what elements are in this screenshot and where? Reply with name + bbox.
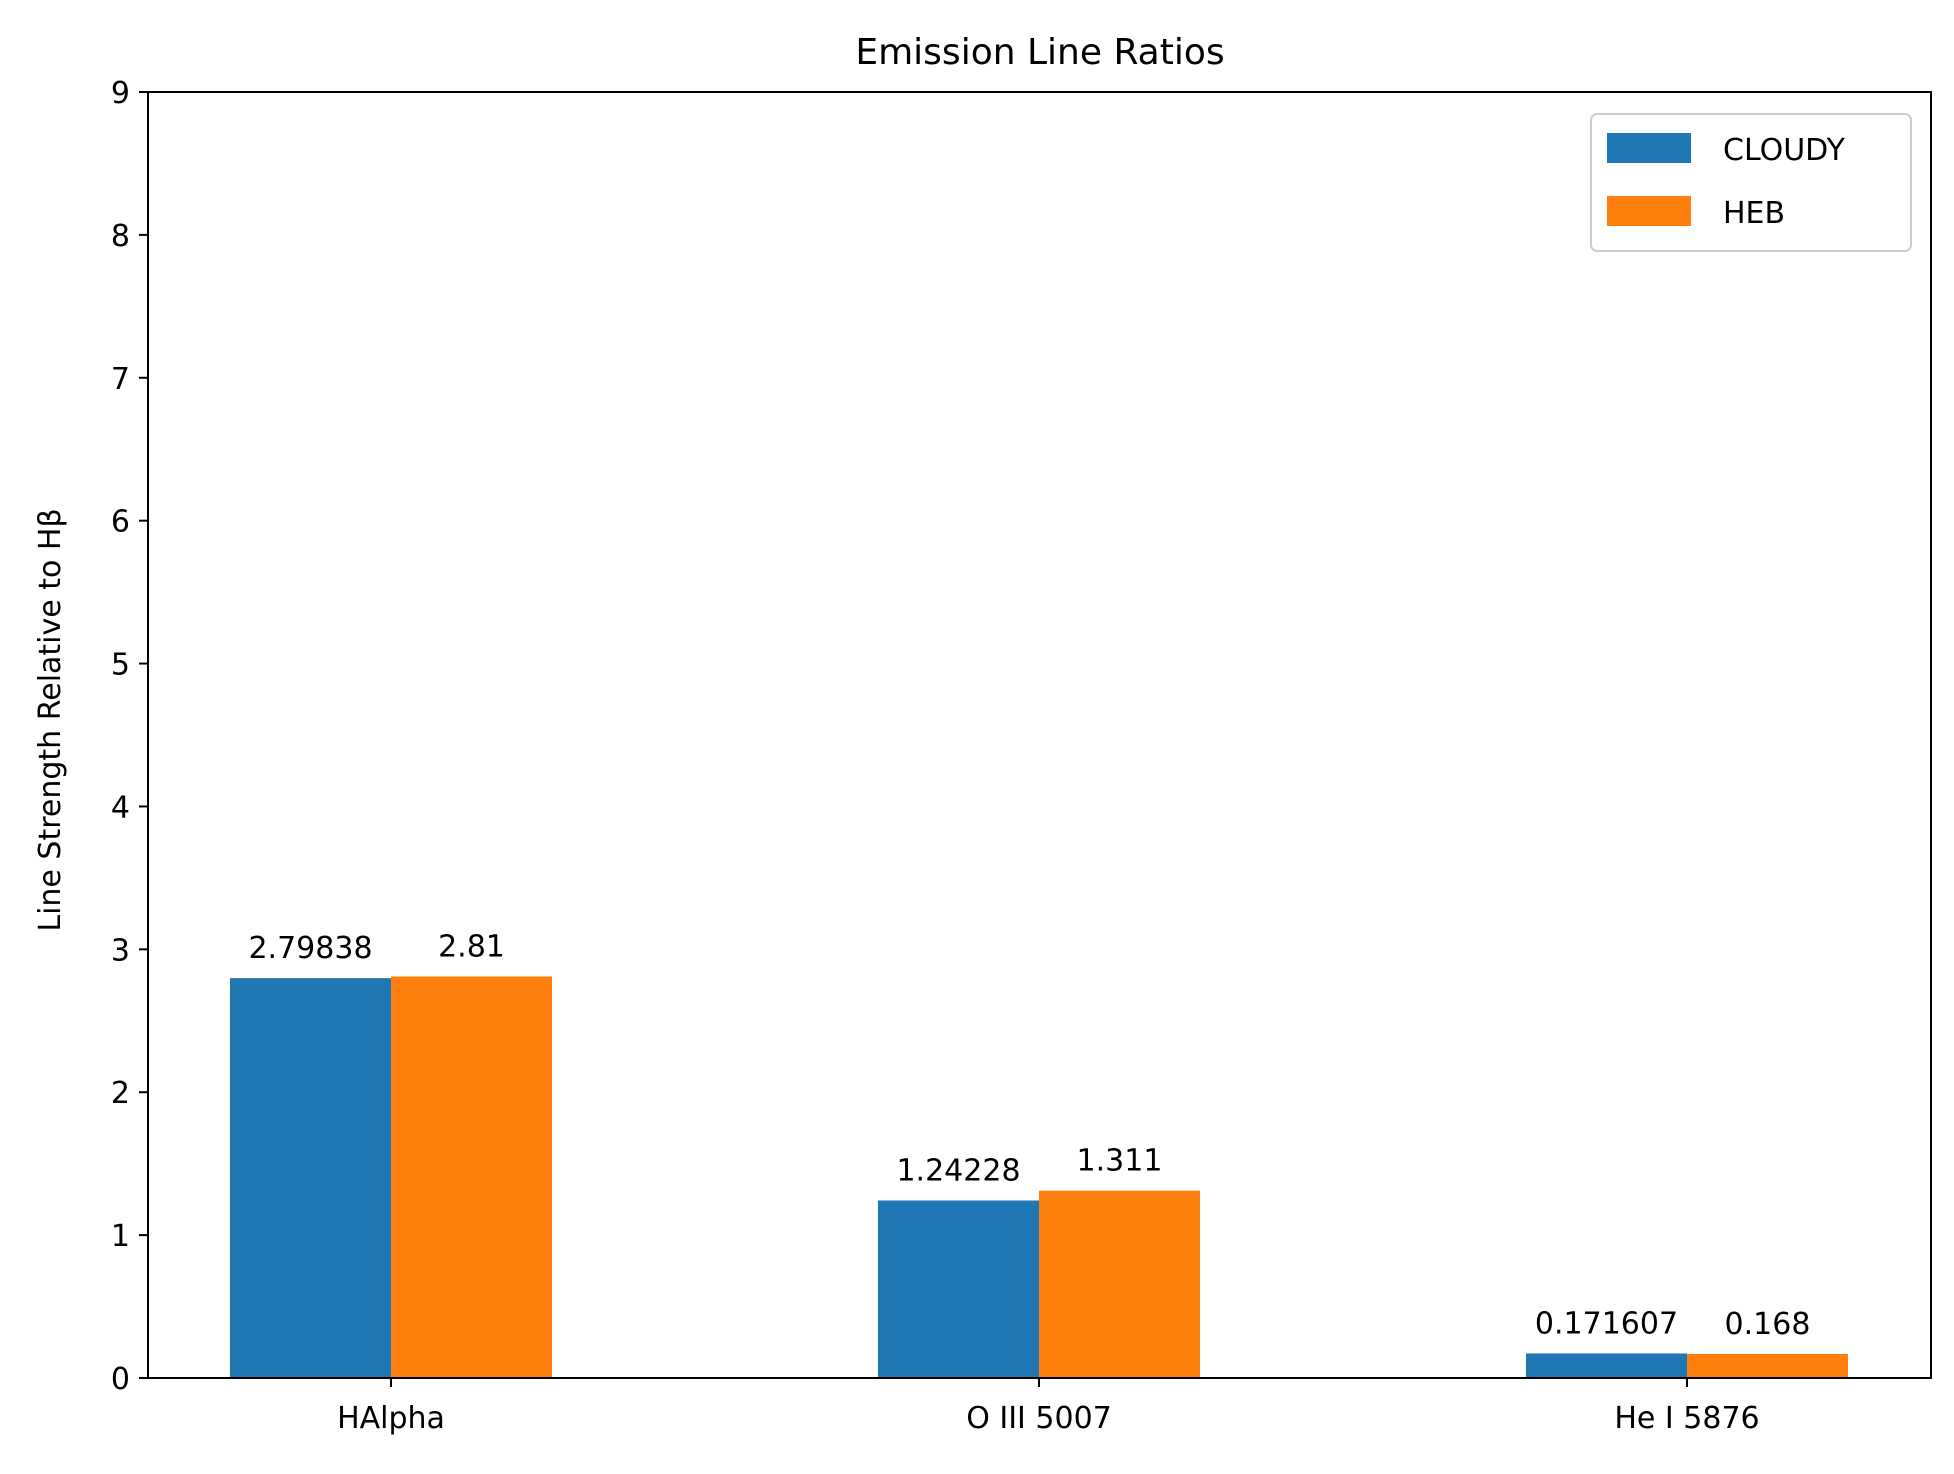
bar-heb-2 — [1039, 1190, 1200, 1378]
bar-label-cloudy-1: 2.79838 — [248, 931, 372, 966]
bar-cloudy-1 — [230, 978, 391, 1378]
x-tick-label: He I 5876 — [1614, 1401, 1759, 1436]
y-tick-label: 2 — [111, 1076, 130, 1111]
y-tick-label: 7 — [111, 362, 130, 397]
chart-title: Emission Line Ratios — [855, 32, 1224, 73]
bar-heb-1 — [391, 976, 552, 1378]
bar-label-cloudy-2: 1.24228 — [896, 1153, 1020, 1188]
y-tick-label: 4 — [111, 790, 130, 825]
y-tick-label: 0 — [111, 1362, 130, 1397]
legend-swatch-heb — [1607, 196, 1691, 226]
legend-label-heb: HEB — [1723, 196, 1785, 231]
x-tick-label: HAlpha — [337, 1401, 445, 1436]
y-tick-label: 3 — [111, 933, 130, 968]
y-tick-label: 6 — [111, 505, 130, 540]
plot-area: 2.79838 1.24228 0.171607 2.81 1.311 0.168 0 1 2 3… — [111, 76, 1932, 1436]
y-axis-label: Line Strength Relative to Hβ — [33, 508, 68, 931]
legend-label-cloudy: CLOUDY — [1723, 133, 1846, 168]
bar-label-heb-3: 0.168 — [1725, 1307, 1811, 1342]
y-tick-label: 5 — [111, 648, 130, 683]
y-tick-label: 8 — [111, 219, 130, 254]
legend-swatch-cloudy — [1607, 133, 1691, 163]
bar-label-cloudy-3: 0.171607 — [1535, 1306, 1678, 1341]
bar-cloudy-3 — [1526, 1353, 1687, 1378]
bar-label-heb-2: 1.311 — [1077, 1144, 1163, 1179]
x-tick-label: O III 5007 — [966, 1401, 1112, 1436]
bar-heb-3 — [1687, 1353, 1848, 1378]
y-tick-label: 1 — [111, 1219, 130, 1254]
legend: CLOUDY HEB — [1590, 113, 1912, 252]
bar-label-heb-1: 2.81 — [438, 929, 505, 964]
y-tick-label: 9 — [111, 76, 130, 111]
bar-cloudy-2 — [878, 1200, 1039, 1378]
